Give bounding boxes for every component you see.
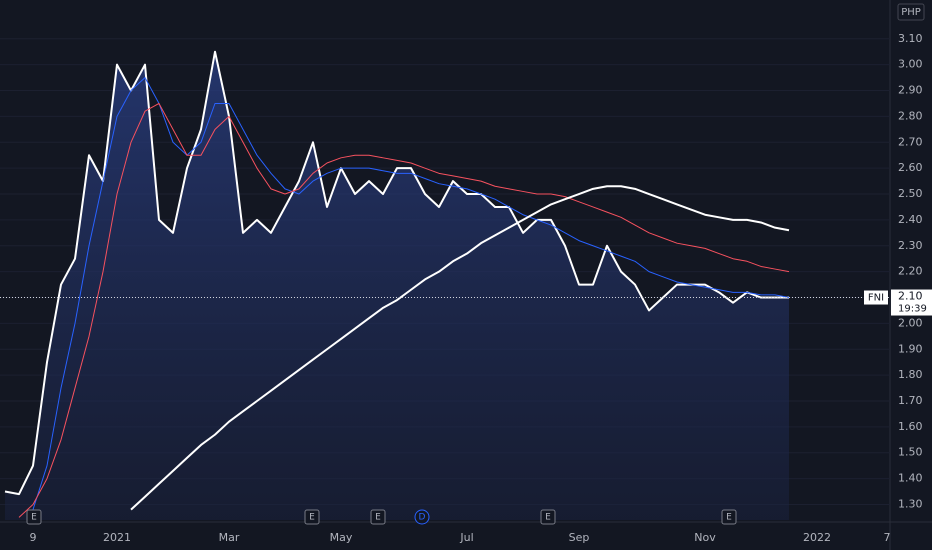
last-price-label: 2.10 <box>898 290 923 303</box>
price-area <box>5 51 789 520</box>
y-tick-label: 2.00 <box>898 316 923 329</box>
currency: PHP <box>901 7 921 18</box>
y-tick-label: 2.90 <box>898 84 923 97</box>
event-label: E <box>375 513 381 523</box>
last-price-time: 19:39 <box>898 304 927 315</box>
moving-average-line <box>130 185 790 511</box>
y-tick-label: 2.80 <box>898 109 923 122</box>
x-tick-label: Jul <box>459 531 473 544</box>
y-tick-label: 2.50 <box>898 187 923 200</box>
y-tick-label: 1.50 <box>898 446 923 459</box>
event-marker <box>540 509 556 525</box>
y-tick-label: 1.70 <box>898 394 923 407</box>
event-marker <box>304 509 320 525</box>
event-label: E <box>726 513 732 523</box>
x-tick-label: May <box>330 531 353 544</box>
y-tick-label: 1.40 <box>898 472 923 485</box>
event-marker <box>370 509 386 525</box>
moving-average-line <box>18 102 790 518</box>
y-tick-label: 3.10 <box>898 32 923 45</box>
event-marker <box>721 509 737 525</box>
symbol-box <box>864 290 888 305</box>
event-label: E <box>309 513 315 523</box>
y-tick-label: 1.90 <box>898 342 923 355</box>
x-tick-label: Nov <box>694 531 716 544</box>
y-tick-label: 2.40 <box>898 213 923 226</box>
y-tick-label: 1.60 <box>898 420 923 433</box>
x-tick-label: 2021 <box>103 531 131 544</box>
y-tick-label: 2.30 <box>898 239 923 252</box>
x-tick-label: 9 <box>30 531 37 544</box>
y-tick-label: 2.60 <box>898 161 923 174</box>
event-label: E <box>545 513 551 523</box>
last-price-box <box>891 289 932 316</box>
y-tick-label: 2.70 <box>898 135 923 148</box>
event-label: E <box>31 513 37 523</box>
symbol-label: FNI <box>868 293 884 304</box>
y-tick-label: 1.30 <box>898 497 923 510</box>
event-label: D <box>419 513 426 523</box>
y-tick-label: 3.00 <box>898 58 923 71</box>
currency-box <box>897 3 925 21</box>
x-tick-label: Sep <box>569 531 590 544</box>
y-tick-label: 1.80 <box>898 368 923 381</box>
y-tick-label: 2.20 <box>898 265 923 278</box>
event-marker <box>414 509 430 525</box>
x-tick-label: 2022 <box>803 531 831 544</box>
x-tick-label: Mar <box>219 531 240 544</box>
price-line <box>4 50 789 496</box>
x-tick-label: 7 <box>884 531 891 544</box>
event-marker <box>26 509 42 525</box>
